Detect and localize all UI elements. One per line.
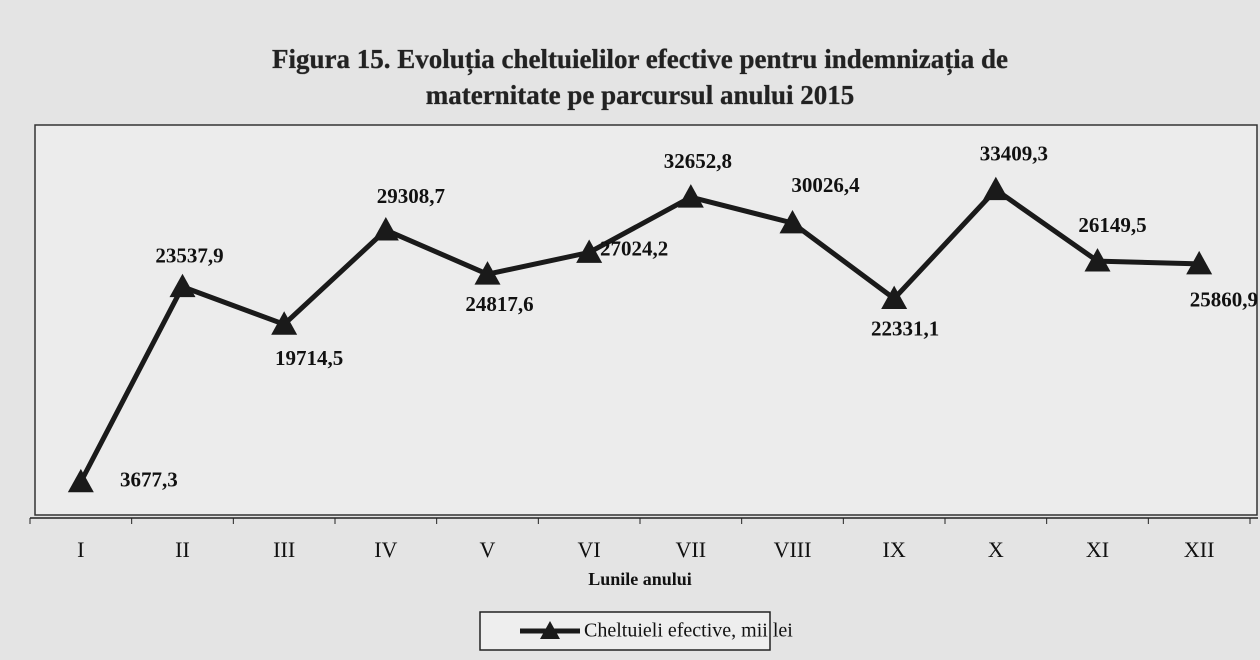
data-label: 29308,7 (377, 184, 445, 208)
chart-subtitle: maternitate pe parcursul anului 2015 (426, 80, 855, 110)
data-label: 23537,9 (155, 244, 223, 268)
legend-marker (540, 621, 560, 639)
point-marker (576, 239, 603, 263)
x-tick-label: XII (1184, 537, 1215, 562)
point-marker (779, 209, 806, 234)
x-tick-label: II (175, 537, 190, 562)
x-tick-label: I (77, 537, 84, 562)
x-tick-label: V (480, 537, 496, 562)
x-tick-label: IX (883, 537, 906, 562)
point-marker (1186, 250, 1213, 275)
x-tick-label: XI (1086, 537, 1109, 562)
x-tick-label: IV (374, 537, 397, 562)
data-label: 22331,1 (871, 316, 939, 340)
chart-title: Figura 15. Evoluția cheltuielilor efecti… (272, 44, 1008, 75)
data-label: 33409,3 (980, 142, 1048, 166)
point-marker (982, 176, 1009, 201)
point-marker (372, 217, 399, 241)
x-tick-label: X (988, 537, 1004, 562)
data-label: 32652,8 (664, 149, 732, 173)
point-marker (1084, 248, 1111, 272)
data-label: 27024,2 (600, 236, 668, 260)
data-label: 26149,5 (1078, 213, 1146, 237)
x-tick-label: III (273, 537, 295, 562)
point-marker (474, 261, 501, 285)
data-label: 25860,9 (1190, 288, 1258, 312)
point-marker (677, 184, 704, 208)
series-line (78, 187, 1200, 484)
plot-area (34, 124, 1258, 516)
data-label: 3677,3 (120, 468, 178, 492)
x-tick-label: VII (676, 537, 707, 562)
data-label: 30026,4 (791, 173, 860, 197)
point-marker (271, 311, 298, 335)
point-marker (67, 468, 94, 493)
x-tick-label: VI (578, 537, 601, 562)
data-label: 24817,6 (465, 292, 533, 316)
x-tick-label: VIII (774, 537, 812, 562)
point-marker (169, 273, 196, 298)
legend-label: Cheltuieli efective, mii lei (584, 620, 793, 642)
point-marker (881, 285, 908, 309)
data-label: 19714,5 (275, 346, 343, 370)
x-axis-label: Lunile anului (588, 569, 692, 589)
